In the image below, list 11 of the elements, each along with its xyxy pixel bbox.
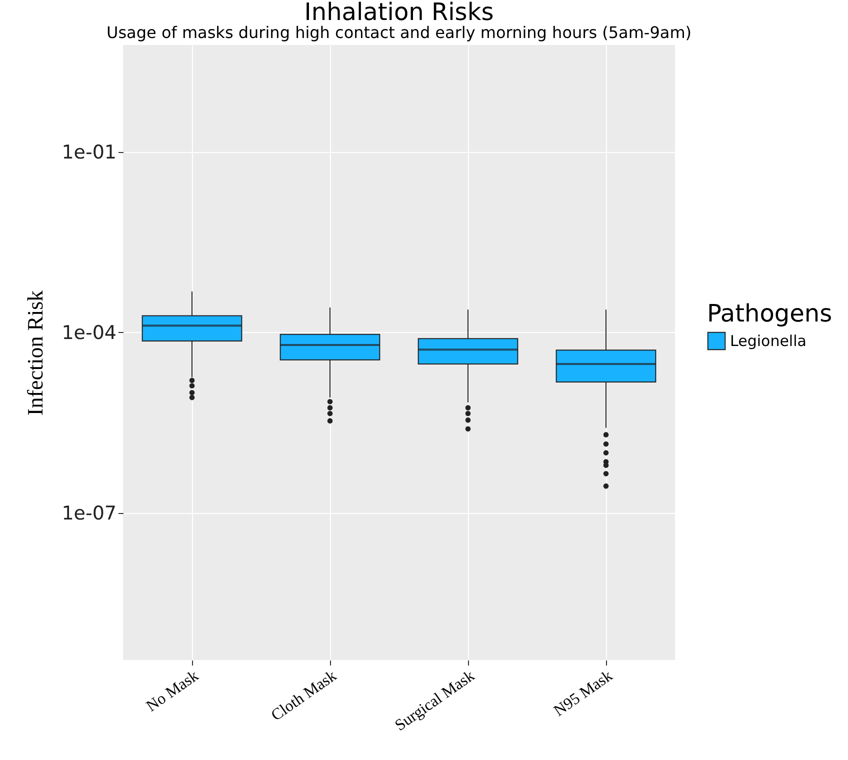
legend-title: Pathogens — [707, 300, 832, 328]
chart-title: Inhalation Risks — [304, 0, 494, 26]
y-tick-label: 1e-01 — [62, 141, 116, 164]
x-tick-label: N95 Mask — [551, 668, 616, 720]
y-axis-title: Infection Risk — [22, 290, 48, 416]
x-tick-label: No Mask — [144, 668, 202, 716]
legend-label: Legionella — [730, 332, 806, 350]
x-tick-label: Cloth Mask — [268, 668, 340, 725]
y-tick-label: 1e-07 — [62, 502, 116, 524]
y-tick-label: 1e-04 — [62, 322, 116, 344]
chart-subtitle: Usage of masks during high contact and early morning hours (5am-9am) — [106, 23, 692, 42]
